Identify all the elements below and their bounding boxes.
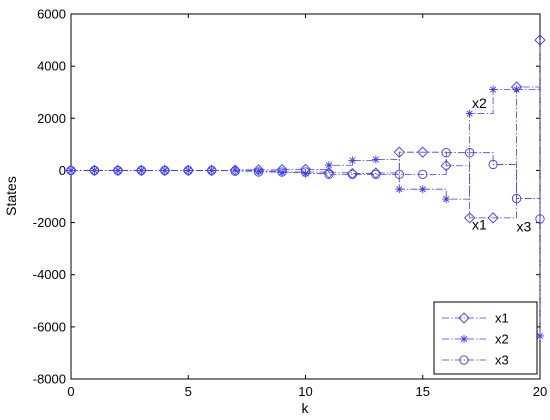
annotation-x3: x3 — [517, 218, 532, 234]
series-layer — [65, 34, 546, 340]
point-x3 — [136, 165, 147, 176]
point-x2 — [324, 161, 333, 170]
point-x1 — [417, 146, 429, 158]
y-axis-label: States — [3, 176, 19, 216]
point-x2 — [278, 168, 287, 177]
point-x1 — [88, 164, 101, 177]
annotation-x1: x1 — [472, 217, 487, 233]
point-x3 — [207, 165, 217, 176]
annotation-x2: x2 — [472, 95, 487, 111]
legend: x1 x2 x3 — [433, 301, 538, 375]
x-tick-label: 10 — [298, 384, 312, 399]
point-x2 — [301, 169, 310, 178]
legend-label-x3: x3 — [495, 353, 509, 368]
point-x1 — [65, 164, 77, 177]
point-x3 — [535, 214, 545, 224]
point-x2 — [231, 165, 240, 174]
point-x2 — [418, 185, 427, 194]
point-x3 — [277, 167, 287, 177]
x-tick-label: 5 — [185, 384, 192, 399]
legend-label-x1: x1 — [495, 311, 509, 326]
point-x3 — [113, 165, 123, 176]
legend-box — [433, 301, 538, 375]
point-x2 — [512, 85, 521, 94]
point-x3 — [441, 148, 451, 158]
point-x3 — [488, 159, 498, 170]
point-x3 — [160, 165, 170, 176]
point-x2 — [348, 156, 357, 165]
y-tick-label: -4000 — [33, 267, 66, 282]
point-x3 — [394, 169, 404, 179]
point-x2 — [371, 155, 380, 164]
point-x3 — [66, 165, 76, 176]
y-tick-label: 4000 — [37, 59, 66, 74]
legend-marker-x1 — [458, 312, 470, 324]
point-x1 — [464, 212, 476, 224]
point-x3 — [371, 169, 381, 179]
point-x3 — [230, 166, 240, 176]
y-tick-label: -8000 — [33, 372, 66, 387]
point-x2 — [536, 331, 544, 340]
point-x2 — [489, 85, 498, 94]
point-x1 — [440, 160, 452, 172]
point-x3 — [511, 193, 522, 204]
annotations: x2 x1 x3 — [472, 95, 532, 235]
point-x1 — [159, 164, 171, 177]
point-x3 — [253, 167, 264, 177]
y-tick-label: 0 — [59, 163, 66, 178]
legend-marker-x2 — [460, 335, 468, 343]
series-line-x3 — [71, 152, 541, 219]
x-tick-label: 20 — [533, 384, 547, 399]
point-x1 — [182, 164, 194, 177]
point-x1 — [534, 34, 546, 46]
point-x3 — [464, 148, 475, 158]
point-x2 — [442, 195, 451, 204]
x-tick-label: 15 — [416, 384, 430, 399]
point-x2 — [465, 109, 474, 118]
point-x1 — [393, 146, 405, 158]
y-tick-label: -2000 — [33, 215, 66, 230]
point-x1 — [112, 164, 124, 177]
y-tick-label: -6000 — [33, 319, 66, 334]
point-x3 — [324, 169, 334, 179]
point-x1 — [206, 164, 218, 177]
point-x3 — [89, 165, 100, 176]
point-x3 — [300, 167, 311, 177]
y-tick-label: 6000 — [37, 7, 66, 22]
axis-ticks: 0 5 10 15 20 -8000 -6000 -4000 -2000 0 2000 4000 600… — [33, 7, 547, 400]
y-tick-label: 2000 — [37, 111, 66, 126]
legend-label-x2: x2 — [495, 332, 509, 347]
point-x2 — [137, 166, 146, 175]
legend-marker-x3 — [459, 355, 469, 365]
x-axis-label: k — [302, 400, 310, 416]
point-x1 — [135, 164, 147, 177]
point-x3 — [183, 165, 193, 176]
point-x3 — [347, 169, 358, 179]
point-x3 — [418, 169, 428, 179]
point-x2 — [90, 166, 99, 175]
point-x2 — [395, 185, 404, 194]
point-x1 — [487, 212, 499, 224]
x-tick-label: 0 — [67, 384, 74, 399]
series-x3 — [66, 148, 545, 224]
